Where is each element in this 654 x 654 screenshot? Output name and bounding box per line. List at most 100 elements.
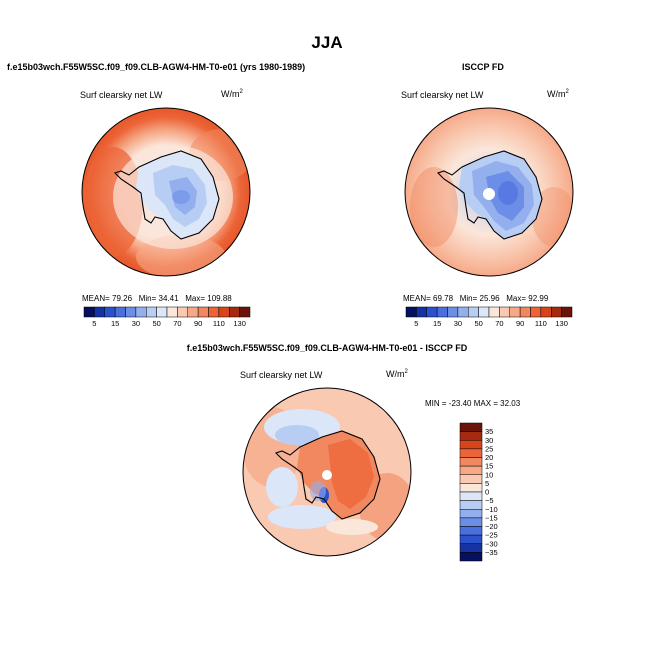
colorbar-2-tick-label: 15 xyxy=(433,319,441,328)
colorbar-3-box xyxy=(459,509,483,519)
panel-3-title: f.e15b03wch.F55W5SC.f09_f09.CLB-AGW4-HM-… xyxy=(186,343,468,353)
plot-2-min: 25.96 xyxy=(479,294,500,303)
colorbar-2-tick-label: 90 xyxy=(516,319,524,328)
map-1-boundary xyxy=(81,107,251,277)
colorbar-1-tick-label: 70 xyxy=(173,319,181,328)
colorbar-2-box xyxy=(561,306,573,318)
colorbar-3-box xyxy=(459,517,483,527)
colorbar-3-box xyxy=(459,431,483,441)
colorbar-3-tick-label: −20 xyxy=(485,522,498,531)
map-2-boundary xyxy=(404,107,574,277)
colorbar-2-tick-label: 70 xyxy=(495,319,503,328)
colorbar-2: 5 15 30 50 70 90 110 130 xyxy=(405,306,573,328)
plot-2-variable: Surf clearsky net LW xyxy=(401,90,484,100)
colorbar-3-tick-label: 5 xyxy=(485,479,489,488)
map-1-coastline xyxy=(113,150,220,240)
plot-1-max: 109.88 xyxy=(207,294,232,303)
colorbar-2-box xyxy=(540,306,552,318)
colorbar-3-box xyxy=(459,500,483,510)
colorbar-2-tick-label: 5 xyxy=(414,319,418,328)
colorbar-1-box xyxy=(146,306,157,318)
colorbar-2-tick-label: 130 xyxy=(555,319,568,328)
colorbar-2-tick-label: 110 xyxy=(535,319,547,328)
colorbar-3-tick-label: −15 xyxy=(485,513,498,522)
plot-1-units: W/m2 xyxy=(221,89,243,99)
colorbar-2-box xyxy=(478,306,490,318)
colorbar-3-tick-label: 15 xyxy=(485,462,493,471)
colorbar-3-box xyxy=(459,440,483,450)
colorbar-1-tick-label: 15 xyxy=(111,319,119,328)
colorbar-1-tick-label: 90 xyxy=(194,319,202,328)
map-3 xyxy=(242,387,412,557)
colorbar-2-box xyxy=(416,306,427,318)
colorbar-1-box xyxy=(229,306,240,318)
colorbar-3-tick-label: 25 xyxy=(485,444,493,453)
colorbar-3-box xyxy=(459,543,483,553)
colorbar-3-tick-label: −35 xyxy=(485,548,498,557)
colorbar-2-box xyxy=(519,306,531,318)
colorbar-3-tick-label: 30 xyxy=(485,436,493,445)
colorbar-1-tick-label: 130 xyxy=(233,319,246,328)
colorbar-1-box xyxy=(135,306,147,318)
map-2-pole-hole xyxy=(483,188,495,200)
map-1 xyxy=(81,107,251,277)
colorbar-3-box xyxy=(459,457,483,467)
colorbar-1-box xyxy=(239,306,251,318)
colorbar-1-box xyxy=(83,306,95,318)
colorbar-3-tick-label: 10 xyxy=(485,470,493,479)
plot-2-units: W/m2 xyxy=(547,89,569,99)
colorbar-1-tick-label: 5 xyxy=(92,319,96,328)
colorbar-1-tick-label: 110 xyxy=(213,319,225,328)
plot-1-stats: MEAN= 79.26 Min= 34.41 Max= 109.88 xyxy=(82,294,232,303)
colorbar-3-tick-label: −10 xyxy=(485,505,498,514)
colorbar-2-box xyxy=(551,306,562,318)
colorbar-1-tick-label: 50 xyxy=(152,319,160,328)
map-2-coastline xyxy=(436,150,543,240)
colorbar-1-tick-label: 30 xyxy=(132,319,140,328)
map-2 xyxy=(404,107,574,277)
colorbar-2-tick-label: 50 xyxy=(474,319,482,328)
colorbar-3-box xyxy=(459,465,483,475)
plot-3-units: W/m2 xyxy=(386,369,408,379)
colorbar-2-tick-label: 30 xyxy=(454,319,462,328)
colorbar-3-box xyxy=(459,526,483,536)
plot-1-min: 34.41 xyxy=(158,294,179,303)
map-3-pole-hole xyxy=(322,470,332,480)
colorbar-3-tick-label: 20 xyxy=(485,453,493,462)
colorbar-3-box xyxy=(459,474,483,484)
colorbar-3-box xyxy=(459,534,483,544)
colorbar-2-box xyxy=(436,306,448,318)
colorbar-2-box xyxy=(447,306,459,318)
colorbar-3-box xyxy=(459,491,483,501)
plot-3-minmax: MIN = -23.40 MAX = 32.03 xyxy=(425,399,521,408)
colorbar-1-box xyxy=(197,306,209,318)
colorbar-3-tick-label: −30 xyxy=(485,539,498,548)
colorbar-1-box xyxy=(104,306,116,318)
colorbar-1-box xyxy=(156,306,168,318)
plot-2-stats: MEAN= 69.78 Min= 25.96 Max= 92.99 xyxy=(403,294,549,303)
colorbar-2-box xyxy=(488,306,500,318)
colorbar-2-box xyxy=(405,306,417,318)
colorbar-1-box xyxy=(177,306,188,318)
plot-1-variable: Surf clearsky net LW xyxy=(80,90,163,100)
panel-1-title: f.e15b03wch.F55W5SC.f09_f09.CLB-AGW4-HM-… xyxy=(7,62,306,72)
colorbar-1: 5 15 30 50 70 90 110 130 xyxy=(83,306,251,328)
plot-3-variable: Surf clearsky net LW xyxy=(240,370,323,380)
colorbar-1-box xyxy=(218,306,230,318)
colorbar-3-box xyxy=(459,483,483,493)
colorbar-3-tick-label: −25 xyxy=(485,531,498,540)
plot-2-mean: 69.78 xyxy=(433,294,454,303)
colorbar-3-box xyxy=(459,422,483,432)
colorbar-1-box xyxy=(166,306,178,318)
plot-2-max: 92.99 xyxy=(528,294,549,303)
map-3-coastline xyxy=(274,430,381,520)
colorbar-2-box xyxy=(530,306,542,318)
colorbar-1-box xyxy=(114,306,126,318)
colorbar-1-box xyxy=(125,306,137,318)
colorbar-1-box xyxy=(208,306,220,318)
colorbar-3-tick-label: 0 xyxy=(485,488,489,497)
colorbar-3-box xyxy=(459,448,483,458)
panel-2-title: ISCCP FD xyxy=(462,62,504,72)
colorbar-2-box xyxy=(499,306,510,318)
